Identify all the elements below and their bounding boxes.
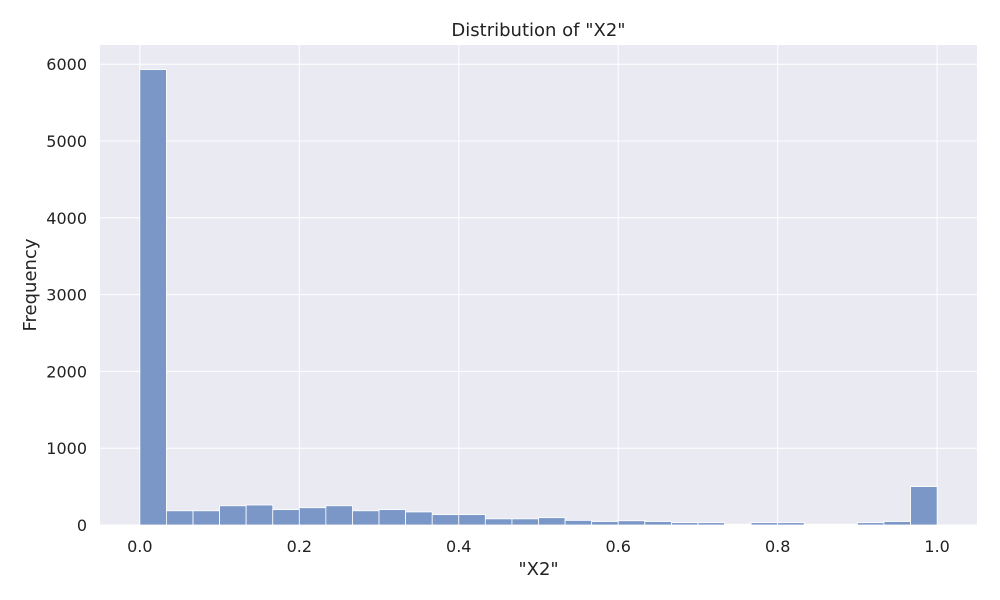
- y-tick-label: 5000: [46, 132, 87, 151]
- histogram-bar: [883, 521, 911, 526]
- x-axis-title: "X2": [518, 559, 558, 580]
- histogram-bar: [750, 522, 779, 526]
- y-tick-label: 1000: [46, 439, 87, 458]
- histogram-bar: [166, 510, 194, 526]
- histogram-bar: [857, 522, 885, 526]
- y-axis-ticks: 0 1000 2000 3000 4000 5000 6000: [46, 55, 87, 535]
- histogram-bar: [511, 518, 539, 526]
- histogram-bar: [724, 523, 752, 526]
- histogram-bar: [617, 520, 646, 526]
- histogram-bar: [352, 510, 380, 526]
- y-tick-label: 3000: [46, 286, 87, 305]
- y-tick-label: 0: [77, 516, 87, 535]
- histogram-bar: [378, 509, 406, 526]
- x-tick-label: 0.8: [765, 537, 790, 556]
- histogram-bar: [591, 521, 619, 526]
- histogram-bar: [644, 521, 672, 526]
- y-tick-label: 2000: [46, 362, 87, 381]
- chart-title: Distribution of "X2": [451, 20, 625, 41]
- histogram-bar: [538, 517, 566, 526]
- histogram-bar: [272, 509, 300, 526]
- histogram-bar: [777, 522, 805, 526]
- histogram-bar: [910, 486, 938, 526]
- y-axis-title: Frequency: [20, 238, 41, 331]
- histogram-bar: [219, 505, 247, 526]
- histogram-bar: [192, 510, 220, 526]
- x-tick-label: 0.4: [446, 537, 471, 556]
- histogram-bars: [139, 69, 938, 526]
- histogram-bar: [431, 514, 460, 526]
- histogram-bar: [564, 519, 593, 526]
- x-tick-label: 1.0: [924, 537, 949, 556]
- histogram-bar: [139, 69, 167, 526]
- histogram-bar: [671, 522, 699, 526]
- histogram-bar: [298, 507, 327, 526]
- histogram-bar: [830, 523, 858, 526]
- histogram-bar: [405, 511, 433, 526]
- x-axis-ticks: 0.0 0.2 0.4 0.6 0.8 1.0: [127, 537, 950, 556]
- histogram-bar: [325, 505, 353, 526]
- y-tick-label: 4000: [46, 209, 87, 228]
- y-tick-label: 6000: [46, 55, 87, 74]
- plot-area: [100, 45, 977, 525]
- histogram-bar: [697, 522, 725, 526]
- histogram-bar: [458, 514, 486, 526]
- histogram-bar: [803, 523, 832, 526]
- x-tick-label: 0.0: [127, 537, 152, 556]
- x-tick-label: 0.6: [606, 537, 631, 556]
- histogram-bar: [484, 518, 513, 526]
- histogram-bar: [245, 504, 274, 526]
- x-tick-label: 0.2: [287, 537, 312, 556]
- gridlines: [100, 45, 977, 526]
